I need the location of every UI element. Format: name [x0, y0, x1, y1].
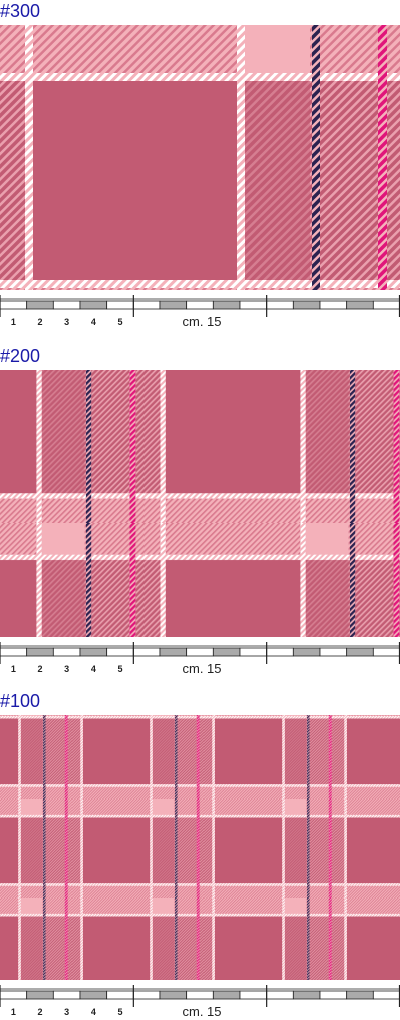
ruler-box: [159, 300, 188, 310]
ruler-box: [319, 990, 348, 1000]
ruler-label: 2: [37, 317, 42, 327]
ruler-label: 4: [91, 664, 96, 674]
ruler-box: [26, 647, 54, 657]
ruler-box: [79, 300, 108, 310]
swatch-title: #300: [0, 1, 40, 21]
ruler-box: [186, 647, 214, 657]
ruler-box: [0, 990, 28, 1000]
ruler-label: 2: [37, 664, 42, 674]
ruler-box: [372, 647, 400, 657]
ruler-box: [292, 300, 321, 310]
ruler-box: [159, 990, 188, 1000]
ruler-label: 1: [11, 317, 16, 327]
ruler-label: 2: [37, 1007, 42, 1017]
ruler-box: [212, 647, 241, 657]
ruler-label: 3: [64, 1007, 69, 1017]
ruler-box: [319, 647, 348, 657]
ruler-box: [186, 990, 214, 1000]
ruler-box: [212, 300, 241, 310]
ruler-box: [266, 300, 294, 310]
ruler-box: [52, 647, 81, 657]
ruler-box: [266, 647, 294, 657]
swatch-title: #100: [0, 691, 40, 711]
ruler-label: 4: [91, 317, 96, 327]
ruler-box: [239, 990, 268, 1000]
ruler-unit: cm. 15: [182, 661, 221, 676]
ruler-label: 4: [91, 1007, 96, 1017]
ruler-box: [346, 647, 374, 657]
ruler-box: [106, 647, 134, 657]
ruler-box: [0, 300, 28, 310]
ruler-box: [319, 300, 348, 310]
ruler-box: [0, 647, 28, 657]
ruler-label: 5: [117, 664, 122, 674]
ruler-box: [372, 300, 400, 310]
ruler-box: [239, 300, 268, 310]
ruler-box: [346, 990, 374, 1000]
ruler-label: 3: [64, 664, 69, 674]
ruler-box: [346, 300, 374, 310]
ruler-box: [132, 647, 161, 657]
ruler-box: [26, 300, 54, 310]
ruler-box: [52, 990, 81, 1000]
swatch-title: #200: [0, 346, 40, 366]
ruler-label: 5: [117, 317, 122, 327]
ruler-box: [292, 647, 321, 657]
ruler-label: 3: [64, 317, 69, 327]
ruler-box: [79, 647, 108, 657]
ruler-box: [372, 990, 400, 1000]
ruler-box: [159, 647, 188, 657]
ruler-box: [79, 990, 108, 1000]
ruler-box: [132, 300, 161, 310]
ruler-box: [106, 300, 134, 310]
ruler-box: [52, 300, 81, 310]
ruler-unit: cm. 15: [182, 314, 221, 329]
ruler-box: [266, 990, 294, 1000]
fabric-swatch: [0, 715, 400, 980]
ruler-box: [132, 990, 161, 1000]
ruler-box: [106, 990, 134, 1000]
ruler-label: 5: [117, 1007, 122, 1017]
ruler-box: [212, 990, 241, 1000]
ruler-unit: cm. 15: [182, 1004, 221, 1019]
fabric-swatch: [0, 370, 400, 637]
ruler-label: 1: [11, 664, 16, 674]
ruler-box: [292, 990, 321, 1000]
ruler-box: [26, 990, 54, 1000]
fabric-swatch: [0, 25, 400, 290]
ruler-label: 1: [11, 1007, 16, 1017]
ruler-box: [239, 647, 268, 657]
ruler-box: [186, 300, 214, 310]
